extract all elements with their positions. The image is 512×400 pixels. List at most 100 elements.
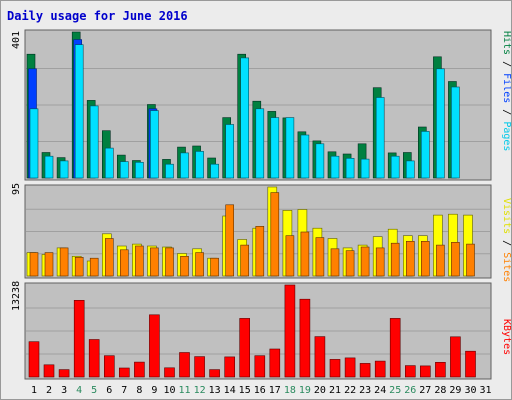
x-tick-label: 19 <box>299 385 311 396</box>
sites-bar <box>451 242 460 277</box>
x-tick-label: 15 <box>239 385 251 396</box>
sites-bar <box>59 247 69 277</box>
x-tick-label: 18 <box>284 385 296 396</box>
x-tick-label: 14 <box>224 385 236 396</box>
kbytes-bar <box>284 284 296 378</box>
kbytes-bar <box>329 359 341 378</box>
kbytes-bar <box>209 369 220 378</box>
x-tick-label: 13 <box>209 385 221 396</box>
pages-bar <box>150 110 159 179</box>
kbytes-bar <box>88 339 100 378</box>
pages-bar <box>360 158 370 179</box>
chart-title: Daily usage for June 2016 <box>7 9 188 23</box>
kbytes-bar <box>435 361 446 378</box>
pages-bar <box>89 105 99 179</box>
sites-bar <box>330 248 340 277</box>
sites-bar <box>285 235 295 277</box>
sites-bar <box>436 244 445 277</box>
kbytes-bar <box>419 365 431 378</box>
sites-bar <box>135 245 144 277</box>
legend-pages: Pages <box>501 121 511 151</box>
sites-bar <box>466 243 475 277</box>
pages-bar <box>405 160 415 179</box>
kbytes-bar <box>58 369 70 378</box>
pages-bar <box>285 117 295 179</box>
x-tick-label: 4 <box>76 385 82 396</box>
kbytes-bar <box>28 341 40 378</box>
kbytes-bar <box>359 363 371 378</box>
sites-bar <box>195 252 204 277</box>
sites-bar <box>375 247 385 277</box>
kbytes-bar <box>344 357 356 378</box>
x-tick-label: 31 <box>479 385 491 396</box>
kbytes-bar <box>314 336 326 378</box>
visits-max-label: 95 <box>11 183 22 195</box>
sites-bar <box>29 252 39 277</box>
kbytes-bar <box>224 356 235 378</box>
kbytes-bar <box>194 356 205 378</box>
x-tick-label: 16 <box>254 385 266 396</box>
hits-max-label: 401 <box>11 31 22 49</box>
pages-bar <box>210 163 219 179</box>
sites-bar <box>165 247 174 277</box>
pages-bar <box>375 97 385 179</box>
pages-bar <box>436 68 445 179</box>
x-tick-label: 7 <box>121 385 127 396</box>
x-tick-label: 27 <box>419 385 431 396</box>
pages-bar <box>225 124 234 179</box>
sites-bar <box>420 241 430 277</box>
sites-bar <box>180 256 189 277</box>
sites-bar <box>270 192 280 277</box>
kbytes-bar <box>134 361 145 378</box>
sites-bar <box>315 237 325 277</box>
legend-visits: Visits <box>501 198 511 234</box>
kbytes-bar <box>239 318 250 378</box>
pages-bar <box>180 152 189 179</box>
sites-bar <box>74 256 84 277</box>
sites-bar <box>360 246 370 277</box>
x-tick-label: 10 <box>163 385 175 396</box>
kbytes-bar <box>73 299 85 378</box>
legend-sites: Sites <box>501 252 511 282</box>
pages-bar <box>330 155 340 179</box>
x-tick-label: 8 <box>136 385 142 396</box>
kbytes-bar <box>119 367 130 378</box>
x-tick-label: 26 <box>404 385 416 396</box>
sites-bar <box>255 226 265 277</box>
pages-bar <box>270 117 280 179</box>
x-tick-label: 11 <box>178 385 190 396</box>
pages-bar <box>195 151 204 179</box>
pages-bar <box>240 57 249 179</box>
sites-bar <box>345 250 355 277</box>
kbytes-bar <box>389 318 401 378</box>
legend-files: Files <box>501 73 511 103</box>
x-tick-label: 17 <box>269 385 281 396</box>
kbytes-bar <box>269 348 281 378</box>
sites-bar <box>210 257 219 277</box>
pages-bar <box>165 163 174 179</box>
sites-bar <box>44 252 54 277</box>
sites-bar <box>105 238 114 277</box>
pages-bar <box>300 134 310 179</box>
pages-bar <box>59 160 69 179</box>
kbytes-bar <box>465 350 476 378</box>
x-tick-label: 20 <box>314 385 326 396</box>
sites-bar <box>120 249 129 277</box>
x-tick-label: 30 <box>464 385 476 396</box>
x-tick-label: 21 <box>329 385 341 396</box>
sites-bar <box>89 257 99 277</box>
x-tick-label: 22 <box>344 385 356 396</box>
x-tick-label: 6 <box>106 385 112 396</box>
pages-bar <box>390 155 400 179</box>
sites-bar <box>390 242 400 277</box>
kbytes-bar <box>164 367 175 378</box>
x-tick-label: 24 <box>374 385 386 396</box>
pages-bar <box>44 155 54 179</box>
sites-bar <box>225 204 234 277</box>
kbytes-bar <box>254 355 266 378</box>
x-tick-label: 12 <box>194 385 206 396</box>
pages-bar <box>29 108 39 179</box>
kbytes-bar <box>43 364 55 378</box>
sites-bar <box>150 247 159 277</box>
